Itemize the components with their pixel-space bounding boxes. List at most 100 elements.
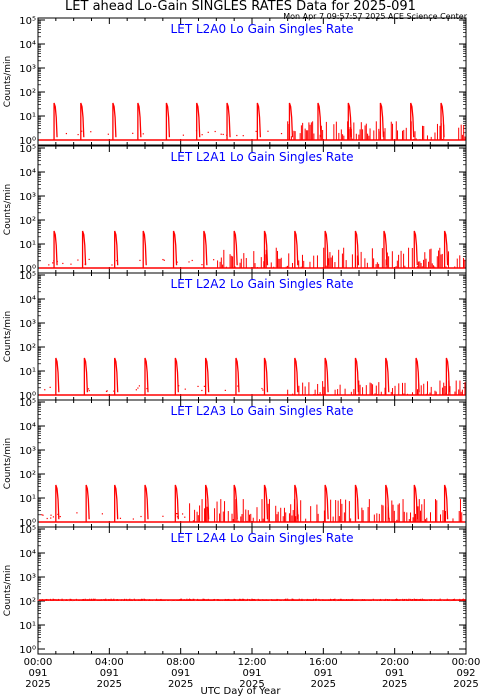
series-point	[90, 131, 92, 133]
series-point	[203, 385, 205, 387]
panel-title: LET L2A0 Lo Gain Singles Rate	[171, 22, 354, 36]
series-line	[39, 102, 466, 141]
series-spike	[256, 102, 261, 140]
series-spike	[440, 102, 445, 140]
series-point	[191, 259, 193, 262]
series-point	[176, 516, 179, 518]
panel-title: LET L2A1 Lo Gain Singles Rate	[171, 150, 354, 164]
x-tick-label-day: 091	[28, 668, 47, 679]
y-tick-label: 10³	[19, 192, 36, 203]
series-spike	[379, 102, 385, 140]
panel-frame	[37, 145, 467, 274]
x-axis-title: UTC Day of Year	[200, 686, 281, 697]
series-point	[57, 513, 59, 515]
y-tick-label: 10⁴	[19, 422, 36, 433]
series-point	[139, 259, 141, 262]
y-tick-label: 10⁴	[19, 168, 36, 179]
series-point	[237, 385, 239, 387]
series-spike	[83, 357, 89, 395]
x-tick-label-time: 16:00	[309, 657, 338, 668]
y-axis-label: Counts/min	[3, 311, 13, 362]
y-tick-label: 10⁰	[19, 645, 36, 656]
y-tick-label: 10⁵	[19, 525, 36, 536]
series-point	[142, 133, 144, 135]
series-point	[184, 516, 186, 518]
series-spike	[55, 484, 60, 522]
y-tick-label: 10⁵	[19, 16, 36, 27]
series-point	[140, 515, 142, 518]
series-point	[255, 130, 257, 133]
series-point	[62, 262, 64, 265]
series-point	[46, 517, 48, 520]
series-point	[201, 389, 203, 392]
series-spike	[347, 102, 352, 140]
series-spike	[53, 102, 58, 140]
y-axis-label: Counts/min	[3, 56, 13, 107]
series-spike	[354, 230, 360, 268]
series-point	[138, 385, 140, 387]
series-spike	[53, 230, 58, 268]
series-spike	[354, 357, 360, 395]
panel-title: LET L2A2 Lo Gain Singles Rate	[171, 277, 354, 291]
y-axis-label: Counts/min	[3, 184, 13, 235]
series-spike	[443, 484, 449, 522]
y-tick-label: 10²	[19, 216, 36, 227]
y-tick-label: 10²	[19, 470, 36, 481]
chart-subtitle: Mon Apr 7 09:57:57 2025 ACE Science Cent…	[283, 12, 467, 21]
panel-5: 10⁰ 10¹ 10² 10³ 10⁴ 10⁵ Counts/min LET L2A4 Lo …	[3, 525, 467, 656]
series-point	[262, 389, 264, 391]
series-point	[163, 259, 165, 261]
panel-title: LET L2A4 Lo Gain Singles Rate	[171, 531, 354, 545]
series-point	[77, 259, 79, 261]
series-point	[162, 515, 164, 517]
x-tick-label-day: 091	[242, 668, 261, 679]
series-point	[106, 390, 108, 392]
series-spike	[144, 484, 149, 522]
series-point	[49, 386, 51, 388]
series-spike	[204, 357, 210, 395]
series-spike	[196, 102, 201, 140]
series-point	[119, 517, 122, 519]
series-spike	[235, 357, 240, 395]
y-tick-label: 10⁴	[19, 295, 36, 306]
series-point	[242, 135, 244, 137]
x-tick-label-year: 2025	[25, 679, 50, 690]
series-point	[236, 134, 238, 137]
series-line	[39, 484, 465, 523]
series-spike	[383, 230, 388, 268]
y-tick-label: 10⁵	[19, 144, 36, 155]
series-point	[197, 385, 199, 388]
y-tick-label: 10³	[19, 319, 36, 330]
series-spike	[317, 102, 322, 140]
series-spike	[85, 484, 90, 522]
y-tick-label: 10³	[19, 573, 36, 584]
panel-1: 10⁰ 10¹ 10² 10³ 10⁴ 10⁵ Counts/min LET L2A0 Lo …	[3, 16, 467, 147]
series-spike	[385, 357, 390, 395]
panel-frame	[37, 272, 467, 401]
series-spike	[81, 230, 87, 268]
series-spike	[174, 484, 179, 522]
panel-2: 10⁰ 10¹ 10² 10³ 10⁴ 10⁵ Counts/min LET L2A1 Lo …	[3, 144, 467, 275]
series-spike	[324, 230, 329, 268]
series-point	[146, 387, 148, 390]
series-spike	[354, 484, 360, 522]
y-tick-label: 10⁴	[19, 40, 36, 51]
series-point	[214, 130, 216, 133]
x-tick-label-year: 2025	[168, 679, 193, 690]
series-point	[44, 389, 46, 391]
y-tick-label: 10¹	[19, 240, 36, 251]
series-point	[41, 514, 43, 516]
series-point	[42, 514, 44, 516]
x-tick-label-day: 092	[456, 668, 475, 679]
series-spike	[294, 230, 299, 268]
x-tick-label-year: 2025	[382, 679, 407, 690]
x-tick-label-day: 091	[385, 668, 404, 679]
series-spike	[413, 230, 418, 268]
series-spike	[445, 357, 451, 395]
series-point	[224, 389, 226, 391]
series-point	[76, 512, 78, 514]
y-tick-label: 10²	[19, 597, 36, 608]
series-spike	[233, 484, 238, 522]
series-spike	[288, 102, 294, 140]
